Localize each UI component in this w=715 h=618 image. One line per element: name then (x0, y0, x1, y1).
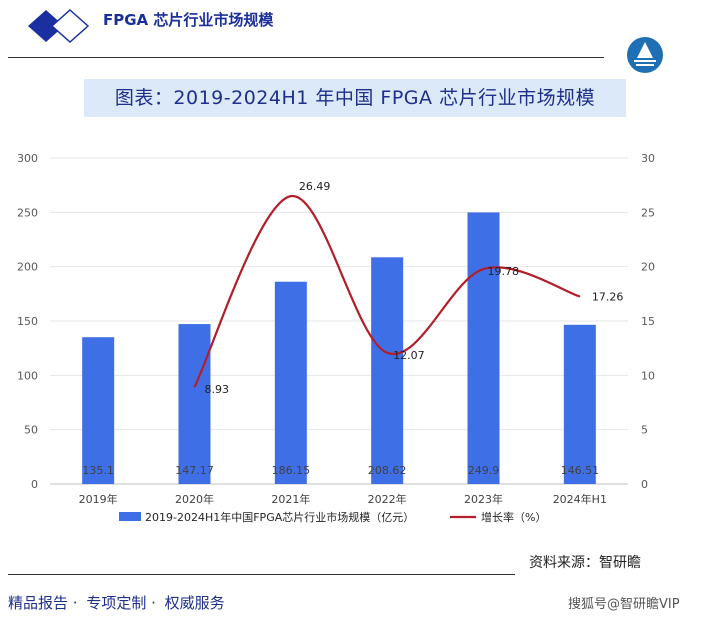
x-tick-label: 2019年 (79, 492, 118, 506)
bar (274, 281, 307, 484)
bar-value-label: 249.9 (468, 464, 500, 477)
y-right-tick-label: 10 (641, 369, 655, 382)
y-left-tick-label: 250 (17, 206, 38, 219)
legend-label-line: 增长率（%） (481, 510, 546, 524)
growth-rate-label: 19.78 (488, 265, 520, 278)
x-tick-label: 2024年H1 (553, 492, 607, 506)
growth-rate-label: 8.93 (205, 383, 230, 396)
footer-item: 精品报告 · (8, 594, 78, 612)
market-size-chart: 0 50 100 150 200 250 300 0 5 10 15 20 25 30 135.1 147.1… (17, 152, 655, 524)
x-tick-label: 2020年 (175, 492, 214, 506)
footer-item: 专项定制 · (86, 594, 156, 612)
source-note: 资料来源：智研瞻 (529, 555, 641, 571)
y-left-tick-label: 0 (31, 478, 38, 491)
header-divider (8, 57, 604, 58)
legend-label-bars: 2019-2024H1年中国FPGA芯片行业市场规模（亿元） (145, 510, 414, 524)
chart-title-banner: 图表：2019-2024H1 年中国 FPGA 芯片行业市场规模 (84, 79, 626, 117)
y-right-tick-label: 20 (641, 261, 655, 274)
x-tick-label: 2021年 (271, 492, 310, 506)
y-right-tick-label: 30 (641, 152, 655, 165)
y-right-tick-label: 15 (641, 315, 655, 328)
x-tick-label: 2023年 (464, 492, 503, 506)
growth-rate-point (579, 295, 581, 297)
chart-title: 图表：2019-2024H1 年中国 FPGA 芯片行业市场规模 (114, 87, 596, 109)
y-left-tick-label: 50 (24, 424, 38, 437)
x-tick-label: 2022年 (368, 492, 407, 506)
bar (563, 324, 596, 484)
footer-item: 权威服务 (164, 594, 225, 612)
watermark: 搜狐号@智研瞻VIP (568, 597, 680, 612)
y-right-tick-label: 0 (641, 478, 648, 491)
bar (467, 212, 500, 484)
growth-rate-point (483, 268, 484, 270)
footer-tagline: 精品报告 · 专项定制 · 权威服务 (8, 592, 229, 613)
footer-divider (8, 574, 515, 575)
brand-diamond-logo (28, 8, 90, 44)
y-right-tick-label: 5 (641, 424, 648, 437)
bar-value-label: 146.51 (561, 464, 600, 477)
bar-value-label: 186.15 (272, 464, 311, 477)
bar (371, 257, 404, 484)
growth-rate-line (193, 195, 581, 388)
growth-rate-point (386, 352, 388, 354)
brand-emblem-icon (627, 37, 663, 73)
growth-rate-label: 17.26 (592, 290, 624, 303)
bar (82, 337, 115, 484)
bar-value-label: 135.1 (82, 464, 114, 477)
y-left-tick-label: 200 (17, 261, 38, 274)
bar-value-label: 208.62 (368, 464, 407, 477)
y-left-tick-label: 150 (17, 315, 38, 328)
y-right-tick-label: 25 (641, 206, 655, 219)
growth-rate-label: 26.49 (299, 180, 331, 193)
bar-value-label: 147.17 (175, 464, 214, 477)
bar (178, 324, 211, 484)
legend-swatch-bars (119, 512, 141, 521)
document-title: FPGA 芯片行业市场规模 (103, 11, 274, 29)
y-left-tick-label: 300 (17, 152, 38, 165)
growth-rate-point (194, 386, 195, 388)
growth-rate-label: 12.07 (393, 349, 425, 362)
growth-rate-point (290, 195, 292, 197)
y-left-tick-label: 100 (17, 369, 38, 382)
